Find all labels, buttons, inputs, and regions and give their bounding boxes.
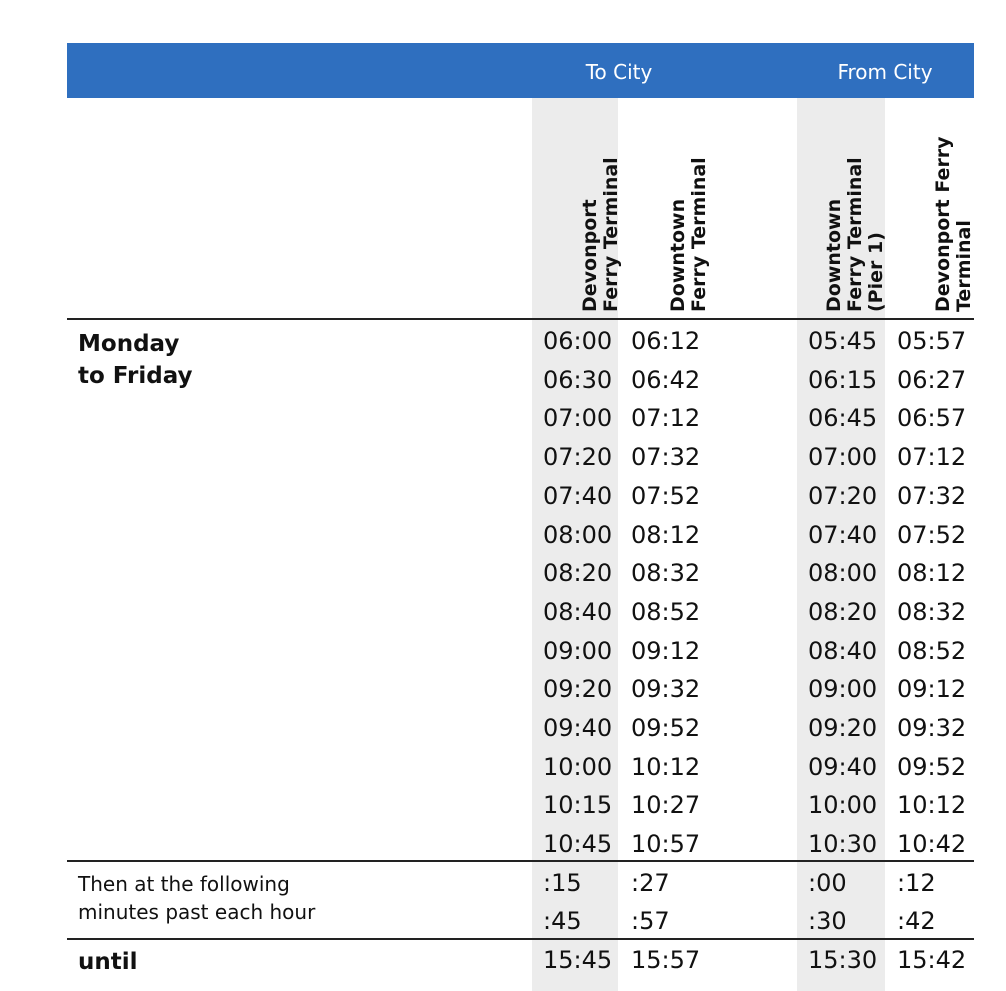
weekday-time-devonport-depart: 08:00 (543, 520, 613, 549)
from-city-column-shade (797, 98, 885, 991)
column-header-devonport-arrival: Devonport Ferry Terminal (885, 124, 975, 312)
weekday-time-devonport-arrive: 08:52 (897, 636, 967, 665)
weekday-time-downtown-arrive: 06:42 (631, 365, 701, 394)
column-header-downtown-departure: Downtown Ferry Terminal (Pier 1) (797, 124, 887, 312)
weekday-time-devonport-arrive: 07:52 (897, 520, 967, 549)
column-header-label: Devonport Ferry Terminal (932, 136, 975, 312)
weekday-time-devonport-arrive: 08:32 (897, 597, 967, 626)
weekday-time-downtown-depart: 07:00 (808, 443, 878, 472)
weekday-time-downtown-arrive: 08:52 (631, 597, 701, 626)
weekday-time-devonport-depart: 08:40 (543, 597, 613, 626)
weekday-time-downtown-depart: 08:40 (808, 636, 878, 665)
weekday-time-devonport-arrive: 09:52 (897, 752, 967, 781)
weekday-time-downtown-arrive: 10:12 (631, 752, 701, 781)
column-header-label: Devonport Ferry Terminal (579, 157, 622, 312)
weekday-time-downtown-depart: 08:00 (808, 559, 878, 588)
weekday-time-downtown-arrive: 08:12 (631, 520, 701, 549)
weekday-time-downtown-depart: 09:00 (808, 675, 878, 704)
weekday-time-downtown-depart: 06:15 (808, 365, 878, 394)
weekday-time-devonport-arrive: 08:12 (897, 559, 967, 588)
weekday-time-downtown-arrive: 06:12 (631, 327, 701, 355)
weekday-time-downtown-arrive: 08:32 (631, 559, 701, 588)
then-section-label: Then at the following minutes past each … (78, 872, 316, 924)
then-time-downtown-depart: :30 (808, 907, 847, 935)
weekday-time-devonport-arrive: 09:12 (897, 675, 967, 704)
from-city-heading: From City (837, 60, 933, 84)
weekday-time-downtown-arrive: 09:32 (631, 675, 701, 704)
weekday-time-devonport-depart: 07:00 (543, 404, 613, 433)
weekday-time-devonport-depart: 09:20 (543, 675, 613, 704)
until-time-devonport-arrive: 15:42 (897, 946, 967, 974)
weekday-time-downtown-arrive: 07:12 (631, 404, 701, 433)
then-time-devonport-depart: :15 (543, 869, 582, 897)
weekday-time-downtown-depart: 07:20 (808, 481, 878, 510)
weekday-time-downtown-depart: 10:30 (808, 830, 878, 859)
weekday-time-downtown-arrive: 09:52 (631, 714, 701, 742)
weekday-time-downtown-arrive: 10:57 (631, 830, 701, 859)
weekday-time-downtown-arrive: 07:52 (631, 481, 701, 510)
weekday-time-downtown-depart: 06:45 (808, 404, 878, 433)
column-header-downtown-arrival: Downtown Ferry Terminal (620, 124, 710, 312)
until-time-downtown-arrive: 15:57 (631, 946, 701, 974)
weekday-time-downtown-depart: 09:20 (808, 714, 878, 742)
weekday-time-downtown-arrive: 09:12 (631, 636, 701, 665)
weekday-time-devonport-depart: 06:00 (543, 327, 613, 355)
until-time-downtown-depart: 15:30 (808, 946, 878, 974)
column-header-label: Downtown Ferry Terminal (Pier 1) (823, 157, 887, 312)
weekday-time-devonport-depart: 10:15 (543, 791, 613, 820)
weekday-time-devonport-arrive: 09:32 (897, 714, 967, 742)
then-divider (67, 938, 974, 940)
weekday-time-devonport-arrive: 07:32 (897, 481, 967, 510)
then-time-downtown-depart: :00 (808, 869, 847, 897)
weekday-time-devonport-arrive: 05:57 (897, 327, 967, 355)
weekday-time-devonport-arrive: 07:12 (897, 443, 967, 472)
weekday-time-devonport-arrive: 10:12 (897, 791, 967, 820)
then-time-downtown-arrive: :27 (631, 869, 670, 897)
until-time-devonport-depart: 15:45 (543, 946, 613, 974)
weekday-time-devonport-depart: 10:45 (543, 830, 613, 859)
weekday-time-downtown-depart: 10:00 (808, 791, 878, 820)
to-city-column-shade (532, 98, 618, 991)
then-time-devonport-arrive: :42 (897, 907, 936, 935)
weekday-time-downtown-depart: 05:45 (808, 327, 878, 355)
until-section-label: until (78, 949, 138, 975)
weekday-time-devonport-arrive: 10:42 (897, 830, 967, 859)
weekday-time-devonport-depart: 08:20 (543, 559, 613, 588)
weekday-time-downtown-depart: 07:40 (808, 520, 878, 549)
weekday-time-devonport-depart: 09:40 (543, 714, 613, 742)
weekday-time-devonport-arrive: 06:27 (897, 365, 967, 394)
weekday-divider (67, 860, 974, 862)
then-time-devonport-arrive: :12 (897, 869, 936, 897)
weekday-time-devonport-arrive: 06:57 (897, 404, 967, 433)
weekday-time-devonport-depart: 07:20 (543, 443, 613, 472)
weekday-time-devonport-depart: 10:00 (543, 752, 613, 781)
column-header-label: Downtown Ferry Terminal (667, 157, 710, 312)
weekday-time-devonport-depart: 06:30 (543, 365, 613, 394)
weekday-section-label: Monday to Friday (78, 331, 193, 389)
weekday-time-downtown-arrive: 10:27 (631, 791, 701, 820)
to-city-heading: To City (585, 60, 653, 84)
weekday-time-downtown-depart: 08:20 (808, 597, 878, 626)
header-divider (67, 318, 974, 320)
then-time-devonport-depart: :45 (543, 907, 582, 935)
weekday-time-downtown-arrive: 07:32 (631, 443, 701, 472)
weekday-time-devonport-depart: 07:40 (543, 481, 613, 510)
column-header-devonport-departure: Devonport Ferry Terminal (532, 124, 622, 312)
weekday-time-devonport-depart: 09:00 (543, 636, 613, 665)
weekday-time-downtown-depart: 09:40 (808, 752, 878, 781)
direction-header-bar: To City From City (67, 43, 974, 98)
then-time-downtown-arrive: :57 (631, 907, 670, 935)
